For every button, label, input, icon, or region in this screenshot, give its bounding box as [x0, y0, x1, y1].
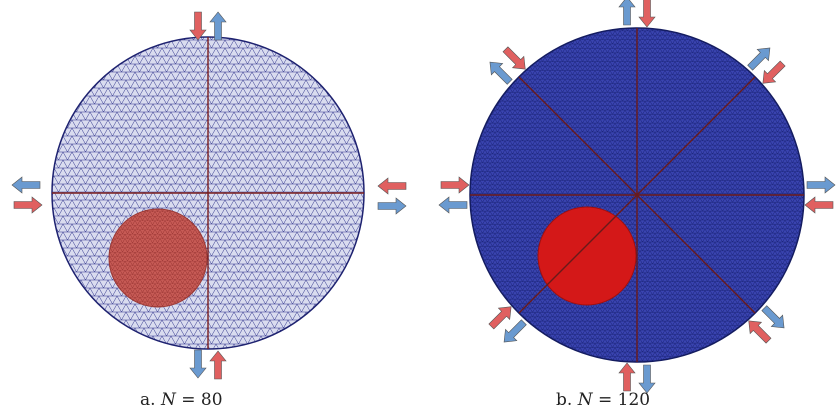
panel-b	[469, 27, 805, 363]
electrode-line-diagonal-2-b	[518, 76, 756, 314]
arrow-b-top-left-in	[502, 46, 526, 70]
arrow-a-top-out	[209, 11, 227, 41]
arrow-b-left-out	[438, 196, 468, 214]
arrow-a-bottom-out	[189, 349, 207, 379]
inclusion-b	[537, 206, 637, 306]
arrow-b-right-in	[804, 196, 834, 214]
arrow-a-left-out	[11, 176, 41, 194]
caption-a-symbol: N	[160, 390, 176, 410]
arrow-b-top-right-in	[762, 60, 786, 84]
arrow-a-top-in	[189, 11, 207, 41]
arrow-b-left-in	[440, 176, 470, 194]
arrow-b-top-out	[618, 0, 636, 26]
arrow-a-right-in	[377, 177, 407, 195]
arrow-b-right-out	[806, 176, 836, 194]
caption-b-value: = 120	[597, 390, 651, 410]
arrow-b-bottom-in	[618, 362, 636, 392]
caption-a-value: = 80	[181, 390, 223, 410]
arrow-a-right-out	[377, 197, 407, 215]
caption-a: a. N = 80	[140, 390, 223, 410]
arrow-b-bottom-out	[638, 364, 656, 394]
caption-b-symbol: N	[577, 390, 593, 410]
arrow-a-left-in	[13, 196, 43, 214]
caption-b-label: b.	[556, 390, 573, 410]
arrows-layer	[11, 0, 836, 394]
caption-b: b. N = 120	[556, 390, 650, 410]
panel-a	[51, 36, 365, 350]
arrow-b-bottom-left-out	[503, 319, 527, 343]
arrow-b-bottom-left-in	[488, 306, 512, 330]
arrow-b-bottom-right-in	[748, 320, 772, 344]
arrow-b-bottom-right-out	[761, 305, 785, 329]
arrow-a-bottom-in	[209, 350, 227, 380]
arrow-b-top-in	[638, 0, 656, 28]
caption-a-label: a.	[140, 390, 156, 410]
arrow-b-top-left-out	[489, 61, 513, 85]
arrow-b-top-right-out	[747, 47, 771, 71]
inclusion-a	[108, 208, 208, 308]
